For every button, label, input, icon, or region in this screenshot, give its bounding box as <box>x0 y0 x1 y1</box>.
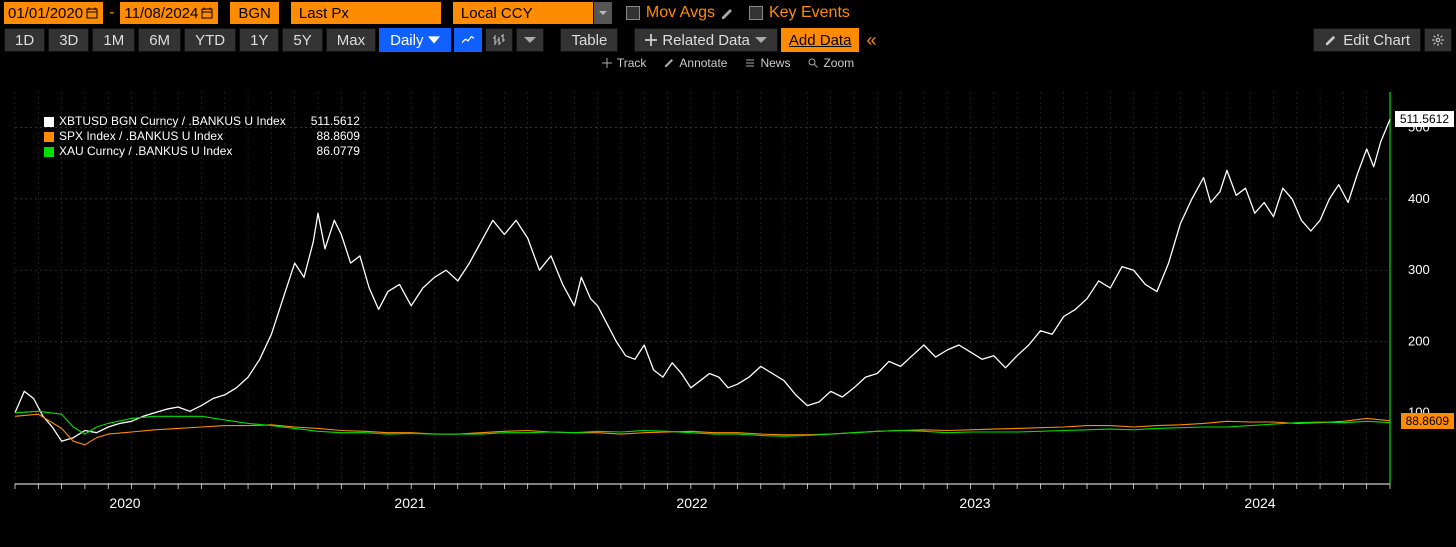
svg-text:2022: 2022 <box>676 495 707 511</box>
svg-text:2024: 2024 <box>1244 495 1275 511</box>
svg-text:2021: 2021 <box>394 495 425 511</box>
table-button[interactable]: Table <box>560 28 618 52</box>
zoom-tool[interactable]: Zoom <box>808 56 854 70</box>
collapse-icon[interactable]: « <box>862 30 880 51</box>
pencil-icon[interactable] <box>721 6 735 20</box>
period-3d-button[interactable]: 3D <box>48 28 89 52</box>
date-start-input[interactable]: 01/01/2020 <box>4 2 103 24</box>
calendar-icon[interactable] <box>200 6 214 20</box>
date-range-separator: - <box>107 4 116 22</box>
chart-style-button[interactable] <box>485 28 513 52</box>
price-flag: 511.5612 <box>1395 111 1454 127</box>
date-end-value: 11/08/2024 <box>124 5 198 22</box>
checkbox-icon <box>626 6 640 20</box>
annotate-tool[interactable]: Annotate <box>664 56 727 70</box>
add-data-button[interactable]: Add Data <box>781 28 860 52</box>
svg-text:200: 200 <box>1408 333 1430 348</box>
source-select[interactable]: BGN <box>230 2 279 24</box>
period-1y-button[interactable]: 1Y <box>239 28 279 52</box>
track-tool[interactable]: Track <box>602 56 647 70</box>
legend-row: SPX Index / .BANKUS U Index 88.8609 <box>44 129 360 144</box>
period-6m-button[interactable]: 6M <box>138 28 181 52</box>
price-flag: 88.8609 <box>1401 413 1454 429</box>
checkbox-icon <box>749 6 763 20</box>
mov-avgs-toggle[interactable]: Mov Avgs <box>626 4 735 22</box>
svg-text:400: 400 <box>1408 191 1430 206</box>
legend-value: 88.8609 <box>297 129 360 144</box>
date-start-value: 01/01/2020 <box>8 5 83 22</box>
legend-value: 86.0779 <box>297 144 360 159</box>
edit-chart-button[interactable]: Edit Chart <box>1313 28 1421 52</box>
legend-label: SPX Index / .BANKUS U Index <box>59 129 223 144</box>
chart-area[interactable]: 10020030040050020202021202220232024 XBTU… <box>0 72 1456 525</box>
dropdown-arrow-icon[interactable] <box>594 2 612 24</box>
news-tool[interactable]: News <box>745 56 790 70</box>
legend-label: XAU Curncy / .BANKUS U Index <box>59 144 232 159</box>
legend-value: 511.5612 <box>291 114 360 129</box>
legend-row: XAU Curncy / .BANKUS U Index 86.0779 <box>44 144 360 159</box>
period-ytd-button[interactable]: YTD <box>184 28 236 52</box>
field-select[interactable]: Last Px <box>291 2 441 24</box>
legend-swatch <box>44 117 54 127</box>
legend-label: XBTUSD BGN Curncy / .BANKUS U Index <box>59 114 286 129</box>
svg-text:300: 300 <box>1408 262 1430 277</box>
currency-select[interactable]: Local CCY <box>453 2 593 24</box>
chart-style-dropdown[interactable] <box>516 28 544 52</box>
legend-swatch <box>44 147 54 157</box>
period-max-button[interactable]: Max <box>326 28 376 52</box>
pencil-icon <box>1324 33 1338 47</box>
gear-icon <box>1432 34 1444 46</box>
legend-swatch <box>44 132 54 142</box>
period-1m-button[interactable]: 1M <box>92 28 135 52</box>
settings-button[interactable] <box>1424 28 1452 52</box>
period-5y-button[interactable]: 5Y <box>282 28 322 52</box>
chart-type-line-button[interactable] <box>454 28 482 52</box>
calendar-icon[interactable] <box>85 6 99 20</box>
legend: XBTUSD BGN Curncy / .BANKUS U Index 511.5… <box>40 112 364 161</box>
svg-text:2023: 2023 <box>959 495 990 511</box>
related-data-button[interactable]: Related Data <box>634 28 778 52</box>
legend-row: XBTUSD BGN Curncy / .BANKUS U Index 511.5… <box>44 114 360 129</box>
svg-text:2020: 2020 <box>109 495 140 511</box>
period-1d-button[interactable]: 1D <box>4 28 45 52</box>
interval-select[interactable]: Daily <box>379 28 451 52</box>
date-end-input[interactable]: 11/08/2024 <box>120 2 218 24</box>
key-events-toggle[interactable]: Key Events <box>749 4 850 22</box>
